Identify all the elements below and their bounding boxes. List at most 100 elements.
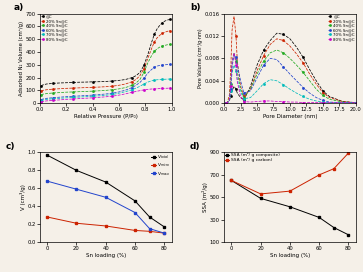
@C [97, 80, 101, 83]
SSA (m²/ g carbon) [346, 152, 351, 155]
40% Sn@C [227, 97, 232, 100]
20% Sn@C [123, 82, 128, 86]
Y-axis label: SSA (m²/g): SSA (m²/g) [203, 182, 208, 212]
60% Sn@C [84, 94, 88, 97]
20% Sn@C [314, 82, 318, 86]
20% Sn@C [155, 36, 159, 39]
70% Sn@C [327, 101, 331, 104]
80% Sn@C [39, 101, 44, 104]
40% Sn@C [225, 101, 230, 104]
60% Sn@C [39, 98, 44, 101]
V$_{micro}$ [162, 231, 166, 235]
20% Sn@C [242, 95, 246, 98]
80% Sn@C [155, 87, 159, 90]
80% Sn@C [354, 101, 358, 104]
60% Sn@C [232, 54, 236, 57]
60% Sn@C [166, 63, 170, 66]
80% Sn@C [138, 89, 142, 92]
Legend: @C, 20% Sn@C, 40% Sn@C, 60% Sn@C, 70% Sn@C, 80% Sn@C: @C, 20% Sn@C, 40% Sn@C, 60% Sn@C, 70% Sn… [328, 14, 355, 42]
@C [51, 82, 55, 85]
60% Sn@C [294, 79, 299, 82]
Line: 60% Sn@C: 60% Sn@C [225, 55, 356, 104]
60% Sn@C [168, 63, 172, 66]
70% Sn@C [158, 78, 162, 81]
80% Sn@C [229, 85, 233, 88]
Line: V$_{total}$: V$_{total}$ [46, 154, 166, 228]
40% Sn@C [90, 89, 95, 93]
@C [238, 96, 243, 99]
80% Sn@C [321, 101, 325, 104]
70% Sn@C [39, 99, 44, 102]
60% Sn@C [340, 101, 345, 104]
40% Sn@C [155, 47, 159, 50]
40% Sn@C [261, 60, 266, 63]
80% Sn@C [314, 101, 318, 104]
@C [354, 101, 358, 104]
V$_{total}$ [162, 225, 166, 228]
SSA (m²/ g carbon) [229, 179, 234, 182]
20% Sn@C [294, 52, 299, 55]
40% Sn@C [158, 45, 162, 49]
40% Sn@C [288, 57, 292, 60]
80% Sn@C [232, 51, 236, 54]
20% Sn@C [110, 85, 114, 88]
70% Sn@C [274, 79, 279, 82]
@C [160, 21, 164, 24]
40% Sn@C [224, 101, 228, 105]
60% Sn@C [142, 77, 146, 80]
20% Sn@C [301, 61, 305, 64]
20% Sn@C [71, 86, 75, 90]
70% Sn@C [150, 79, 154, 82]
20% Sn@C [57, 87, 62, 90]
80% Sn@C [57, 98, 62, 101]
20% Sn@C [227, 93, 232, 97]
70% Sn@C [301, 95, 305, 98]
Y-axis label: Pore Volume (cm³/g·nm): Pore Volume (cm³/g·nm) [199, 29, 204, 88]
X-axis label: Pore Diameter (nm): Pore Diameter (nm) [263, 114, 317, 119]
70% Sn@C [51, 97, 55, 100]
@C [248, 85, 253, 88]
@C [235, 91, 240, 95]
60% Sn@C [40, 97, 45, 101]
20% Sn@C [64, 87, 69, 90]
@C [288, 37, 292, 41]
@C [232, 85, 236, 88]
@C [225, 101, 230, 104]
V$_{micro}$ [74, 222, 79, 225]
70% Sn@C [294, 91, 299, 95]
60% Sn@C [230, 65, 234, 69]
@C [224, 101, 228, 105]
60% Sn@C [234, 56, 238, 59]
20% Sn@C [103, 85, 108, 88]
70% Sn@C [71, 96, 75, 99]
80% Sn@C [261, 99, 266, 103]
80% Sn@C [150, 87, 154, 91]
40% Sn@C [235, 71, 240, 74]
80% Sn@C [168, 86, 172, 90]
20% Sn@C [97, 85, 101, 89]
V$_{micro}$ [103, 224, 108, 228]
20% Sn@C [307, 72, 312, 76]
@C [307, 68, 312, 71]
@C [163, 19, 167, 23]
80% Sn@C [268, 99, 272, 103]
@C [71, 81, 75, 84]
80% Sn@C [294, 100, 299, 104]
@C [64, 81, 69, 84]
70% Sn@C [261, 82, 266, 85]
SSA (m²/ g composite) [258, 197, 263, 200]
Text: a): a) [14, 3, 24, 12]
Text: d): d) [190, 142, 200, 151]
@C [158, 24, 162, 27]
SSA (m²/ g composite) [317, 216, 321, 219]
@C [281, 33, 286, 36]
80% Sn@C [234, 63, 238, 67]
70% Sn@C [229, 89, 233, 92]
SSA (m²/ g composite) [229, 179, 234, 182]
40% Sn@C [307, 79, 312, 82]
V$_{micro}$ [133, 229, 137, 232]
80% Sn@C [301, 101, 305, 104]
40% Sn@C [242, 96, 246, 99]
20% Sn@C [84, 86, 88, 89]
60% Sn@C [152, 66, 156, 69]
